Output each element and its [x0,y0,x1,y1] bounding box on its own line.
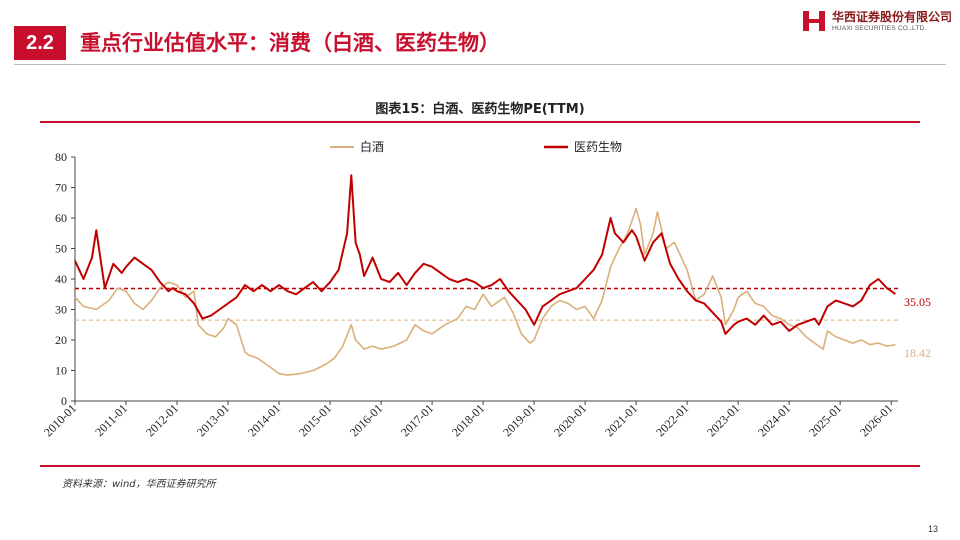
x-tick-label: 2013-01 [194,401,232,439]
reference-lines [75,287,898,321]
x-tick-label: 2018-01 [449,401,487,439]
end-value-labels: 18.42 35.05 [904,295,931,360]
x-tick-label: 2014-01 [245,401,283,439]
x-tick-label: 2012-01 [143,401,181,439]
x-tick-label: 2024-01 [755,401,793,439]
series-line [74,174,896,335]
x-tick-label: 2021-01 [602,401,640,439]
logo-chinese-name: 华西证券股份有限公司 [832,10,953,24]
section-number-badge: 2.2 [14,26,66,60]
x-tick-label: 2016-01 [347,401,385,439]
x-tick-label: 2022-01 [653,401,691,439]
chart-top-rule [40,121,920,123]
y-tick-label: 10 [55,364,67,378]
x-tick-label: 2017-01 [398,401,436,439]
legend-label: 医药生物 [574,140,622,154]
y-tick-label: 50 [55,242,67,256]
header-divider [14,64,946,65]
page-number: 13 [927,524,938,534]
x-tick-label: 2015-01 [296,401,334,439]
y-tick-label: 70 [55,181,67,195]
huaxi-logo-icon [800,8,828,34]
y-tick-label: 0 [61,394,67,408]
y-tick-label: 30 [55,303,67,317]
x-tick-label: 2025-01 [806,401,844,439]
legend-label: 白酒 [360,139,384,154]
company-logo: 华西证券股份有限公司 HUAXI SECURITIES CO.,LTD. [800,6,953,38]
y-tick-label: 40 [55,272,67,286]
logo-english-name: HUAXI SECURITIES CO.,LTD. [832,25,927,32]
y-tick-label: 60 [55,211,67,225]
y-tick-label: 20 [55,333,67,347]
x-tick-label: 2026-01 [857,401,895,439]
page-title: 重点行业估值水平：消费（白酒、医药生物） [80,31,500,55]
chart-title: 图表15：白酒、医药生物PE(TTM) [375,102,585,117]
x-tick-label: 2023-01 [704,401,742,439]
x-tick-label: 2019-01 [500,401,538,439]
x-tick-label: 2011-01 [92,401,130,439]
x-tick-label: 2020-01 [551,401,589,439]
y-tick-label: 80 [55,150,67,164]
series-line [74,208,896,376]
source-note: 资料来源：wind，华西证券研究所 [62,479,216,490]
end-value-label: 18.42 [904,346,931,360]
chart-bottom-rule [40,465,920,467]
series-lines [74,174,896,376]
end-value-label: 35.05 [904,295,931,309]
chart-legend: 白酒 医药生物 [330,139,622,154]
